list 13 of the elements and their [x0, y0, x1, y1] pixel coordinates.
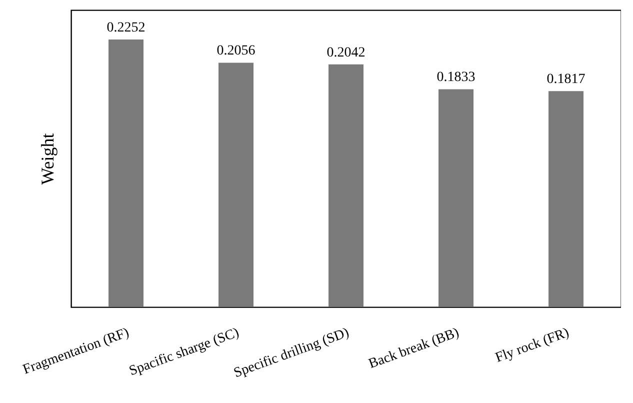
- data-label: 0.1817: [546, 72, 586, 88]
- x-tick-label: Back break (BB): [366, 325, 462, 372]
- data-label: 0.2042: [326, 45, 366, 60]
- x-tick-label: Fly rock (FR): [494, 325, 572, 366]
- bar: [108, 39, 144, 307]
- bar: [328, 64, 364, 307]
- bar: [218, 62, 254, 307]
- y-axis-title: Weight: [38, 133, 58, 185]
- data-label: 0.2056: [216, 44, 256, 59]
- bar: [438, 89, 474, 307]
- data-label: 0.2252: [106, 20, 146, 36]
- bar: [548, 91, 584, 307]
- data-label: 0.1833: [436, 70, 476, 86]
